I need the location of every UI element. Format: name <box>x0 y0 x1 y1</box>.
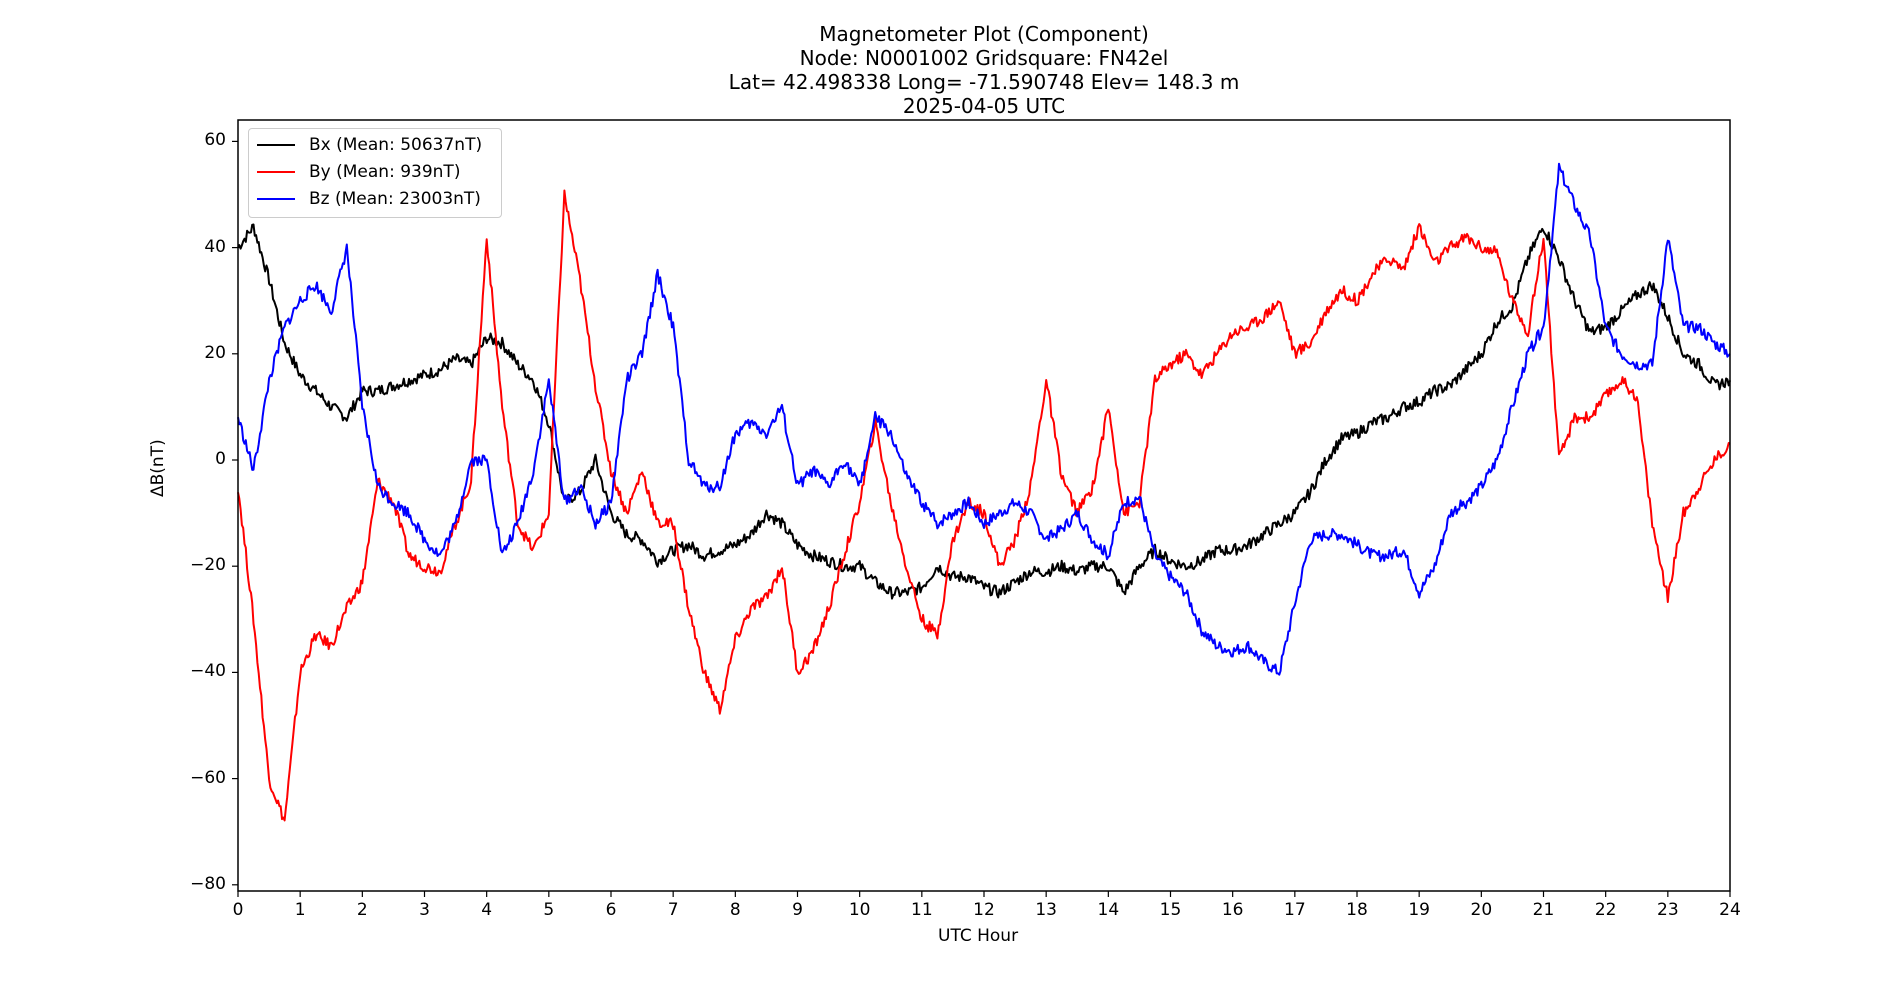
x-tick-label: 0 <box>232 900 244 920</box>
x-tick-label: 7 <box>667 900 679 920</box>
y-tick-label: 60 <box>204 130 226 151</box>
x-tick-label: 17 <box>1284 900 1306 920</box>
y-tick-label: 0 <box>215 449 226 469</box>
y-tick-label: 20 <box>204 342 226 363</box>
legend-item-bx: Bx (Mean: 50637nT) <box>257 132 482 158</box>
x-tick-label: 9 <box>792 900 803 920</box>
x-tick-label: 20 <box>1470 900 1493 920</box>
x-tick-label: 23 <box>1657 900 1679 920</box>
series-layer <box>237 162 1731 822</box>
x-tick-label: 15 <box>1159 900 1182 920</box>
series-line-bx <box>237 223 1731 600</box>
legend-label-by: By (Mean: 939nT) <box>309 162 461 182</box>
series-line-by <box>237 189 1731 822</box>
x-tick-label: 3 <box>419 900 430 920</box>
y-tick-label: −80 <box>190 873 226 894</box>
legend-label-bx: Bx (Mean: 50637nT) <box>309 135 483 155</box>
x-tick-label: 18 <box>1346 900 1368 920</box>
x-tick-label: 11 <box>911 900 933 920</box>
y-tick-label: 40 <box>204 236 226 257</box>
chart-title: Magnetometer Plot (Component) <box>819 22 1149 46</box>
y-axis-label: ΔB(nT) <box>148 439 168 497</box>
chart-subtitle-node: Node: N0001002 Gridsquare: FN42el <box>799 46 1169 70</box>
x-tick-label: 8 <box>729 900 741 920</box>
legend: Bx (Mean: 50637nT) By (Mean: 939nT) Bz (… <box>248 128 502 218</box>
series-line-bz <box>237 162 1731 676</box>
tick-layer <box>232 140 1731 897</box>
chart-subtitle-date: 2025-04-05 UTC <box>902 94 1066 118</box>
x-tick-label: 6 <box>605 900 617 920</box>
legend-item-by: By (Mean: 939nT) <box>257 159 460 185</box>
x-tick-label: 22 <box>1594 900 1617 920</box>
x-tick-label: 1 <box>294 900 306 920</box>
by-line-swatch-icon <box>257 171 295 173</box>
x-tick-label: 4 <box>481 900 493 920</box>
legend-item-bz: Bz (Mean: 23003nT) <box>257 186 481 212</box>
x-tick-label: 12 <box>973 900 995 920</box>
y-tick-label: −20 <box>190 555 226 576</box>
y-tick-label: −40 <box>190 661 226 682</box>
y-tick-label: −60 <box>190 767 226 788</box>
x-tick-label: 19 <box>1408 900 1430 920</box>
x-tick-label: 2 <box>356 900 368 920</box>
x-axis-label: UTC Hour <box>938 926 1019 946</box>
x-tick-label: 16 <box>1221 900 1244 920</box>
x-tick-label: 21 <box>1532 900 1555 920</box>
legend-label-bz: Bz (Mean: 23003nT) <box>309 189 481 209</box>
x-tick-label: 5 <box>543 900 555 920</box>
x-tick-label: 13 <box>1035 900 1057 920</box>
chart-subtitle-location: Lat= 42.498338 Long= -71.590748 Elev= 14… <box>728 70 1240 94</box>
bz-line-swatch-icon <box>257 198 295 200</box>
x-tick-label: 24 <box>1719 900 1741 920</box>
bx-line-swatch-icon <box>257 144 295 146</box>
x-tick-label: 14 <box>1097 900 1120 920</box>
x-tick-label: 10 <box>848 900 871 920</box>
